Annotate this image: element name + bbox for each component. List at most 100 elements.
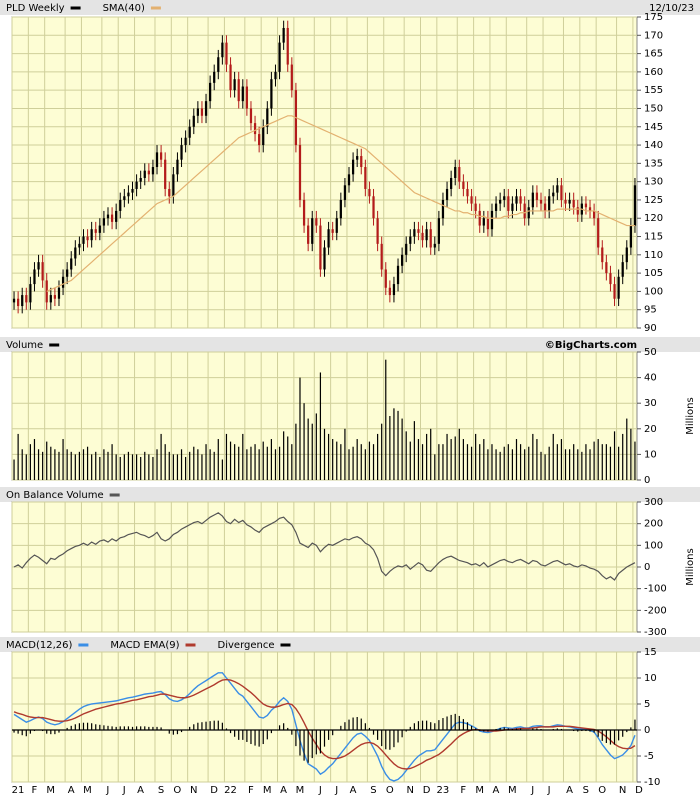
divergence-bar [111,726,113,730]
volume-bar [13,459,15,480]
x-tick-label: S [370,785,376,796]
y-tick-label: 135 [644,158,663,169]
y-tick-label: 175 [644,12,663,23]
volume-bar [140,456,142,480]
obv-line [13,512,636,581]
legend-label: Divergence [218,640,275,651]
volume-bar [86,446,89,480]
divergence-bar [54,730,56,735]
volume-bar [536,439,538,480]
divergence-bar [626,730,628,733]
candle-body [523,203,526,219]
volume-bar [466,444,469,480]
volume-bar [197,449,199,480]
divergence-bar [209,721,211,730]
divergence-bar [340,725,342,730]
y-tick-label: 125 [644,195,663,206]
volume-bar [242,433,244,480]
volume-bar [250,446,252,480]
volume-bar [221,459,223,480]
divergence-bar [434,723,436,730]
volume-bar [172,454,174,480]
volume-bar [528,446,530,480]
divergence-bar [307,730,309,763]
legend-label: MACD EMA(9) [110,640,179,651]
divergence-bar [532,728,534,730]
candle-body [613,284,616,299]
x-tick-label: N [619,785,626,796]
x-tick-label: F [248,785,254,796]
y-tick-label: -10 [644,777,660,788]
divergence-bar [123,726,125,730]
candle-body [441,199,445,219]
divergence-bar [438,720,440,730]
divergence-bar [446,716,448,730]
x-tick-label: A [493,785,500,796]
candle-body [576,207,579,215]
candle-body [445,188,449,200]
volume-bar [589,449,591,480]
candle-body [262,126,265,146]
candle-body [503,196,506,200]
divergence-bar [389,730,391,750]
volume-bar [552,433,554,480]
candle-body [592,210,596,219]
divergence-bar [156,726,158,730]
volume-bar [385,359,387,480]
legend-label: Volume [6,340,43,351]
candle-body [629,225,632,248]
volume-bar [278,446,281,480]
volume-bar [560,439,563,480]
macd-line [13,678,636,770]
divergence-bar [311,730,313,759]
candle-body [94,229,97,233]
candle-body [462,181,465,189]
candle-body [17,298,20,307]
candle-body [139,177,142,182]
candle-body [490,210,494,230]
volume-bar [246,449,248,480]
divergence-bar [238,730,240,740]
x-tick-label: D [210,785,218,796]
x-tick-label: M [508,785,517,796]
volume-bar [491,444,493,480]
volume-bar [393,408,395,480]
macd-line [13,672,636,782]
divergence-bar [503,727,505,730]
divergence-bar [348,719,350,730]
divergence-bar [189,726,191,730]
candle-body [466,188,469,197]
y-tick-label: 100 [644,286,663,297]
volume-bar [315,413,317,480]
divergence-bar [450,714,452,730]
candle-body [286,27,289,65]
candle-body [482,218,485,226]
candle-body [41,262,44,281]
candle-body [180,145,183,160]
volume-bar [327,433,330,480]
volume-bar [123,454,125,480]
volume-bar [111,444,113,480]
volume-bar [50,446,52,480]
x-tick-label: J [318,785,322,796]
candle-body [625,247,628,263]
y-tick-label: 165 [644,49,663,60]
volume-bar [66,449,68,480]
y-tick-label: 105 [644,268,663,279]
volume-bar [148,454,150,480]
divergence-bar [507,728,509,730]
divergence-bar [234,730,236,737]
candle-body [270,79,273,109]
candle-body [311,218,314,244]
candle-body [115,210,118,222]
divergence-bar [258,730,260,747]
divergence-bar [115,726,117,730]
volume-bar [205,444,207,480]
y-tick-label: 40 [644,373,657,384]
y-tick-label: 170 [644,30,663,41]
candle-body [290,64,293,91]
divergence-bar [315,730,317,755]
divergence-bar [605,730,607,743]
candle-body [531,192,534,208]
candle-body [33,269,36,285]
